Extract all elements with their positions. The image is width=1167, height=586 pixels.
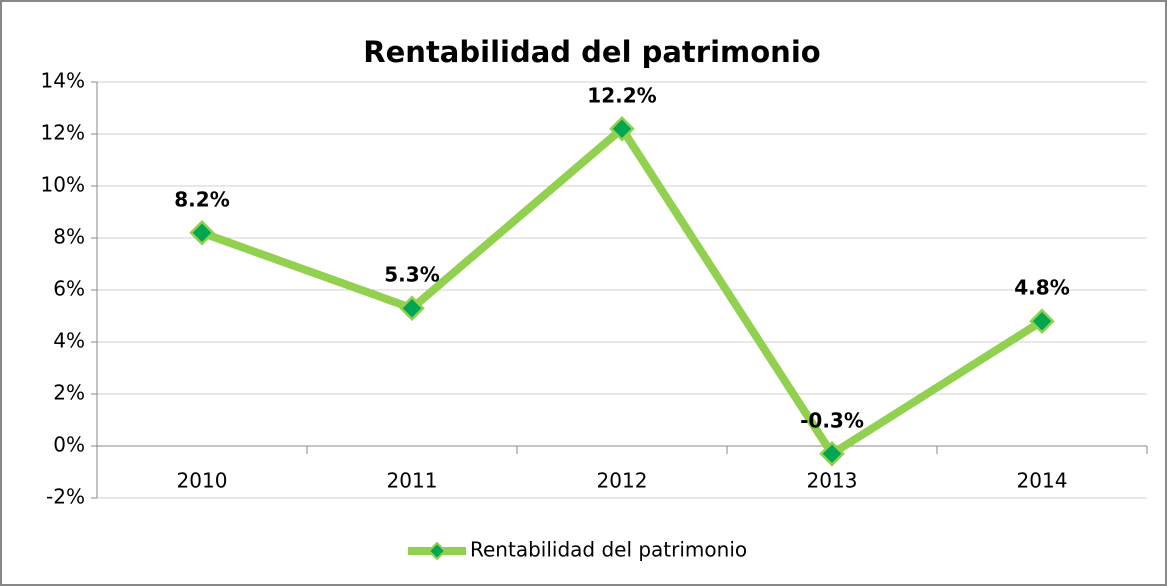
y-tick-label: 0% [53,433,85,457]
y-tick-label: 4% [53,329,85,353]
y-tick-label: 8% [53,225,85,249]
data-point [1029,308,1055,334]
legend-marker [427,541,447,561]
data-label: 8.2% [174,187,229,211]
x-tick-label: 2011 [387,469,438,493]
data-label: -0.3% [800,408,864,432]
y-tick-label: 2% [53,381,85,405]
x-tick-label: 2013 [807,469,858,493]
legend-label: Rentabilidad del patrimonio [470,538,747,562]
x-tick-label: 2012 [597,469,648,493]
data-label: 4.8% [1014,276,1069,300]
data-label: 5.3% [384,263,439,287]
data-point [609,116,635,142]
y-tick-label: 6% [53,277,85,301]
data-point [399,295,425,321]
data-point [819,441,845,467]
data-point [189,220,215,246]
x-tick-label: 2010 [177,469,228,493]
y-tick-label: 12% [41,121,85,145]
y-tick-label: 14% [41,69,85,93]
chart-title: Rentabilidad del patrimonio [363,35,820,69]
y-tick-label: 10% [41,173,85,197]
data-label: 12.2% [587,83,656,107]
x-tick-label: 2014 [1017,469,1068,493]
y-tick-label: -2% [46,485,85,509]
